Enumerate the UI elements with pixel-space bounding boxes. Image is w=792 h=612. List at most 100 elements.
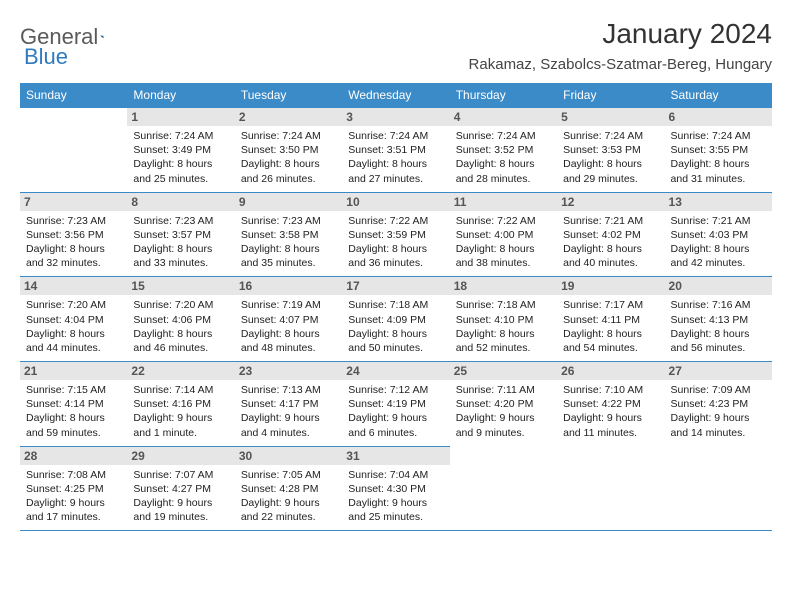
daylight-text: Daylight: 8 hours and 31 minutes. [671, 157, 766, 185]
weekday-header: Thursday [450, 83, 557, 108]
day-number: 14 [20, 277, 127, 295]
day-info: Sunrise: 7:24 AMSunset: 3:53 PMDaylight:… [563, 129, 658, 186]
weekday-header: Wednesday [342, 83, 449, 108]
calendar-day-cell: 31Sunrise: 7:04 AMSunset: 4:30 PMDayligh… [342, 446, 449, 531]
day-number: 16 [235, 277, 342, 295]
sunset-text: Sunset: 4:14 PM [26, 397, 121, 411]
day-info: Sunrise: 7:11 AMSunset: 4:20 PMDaylight:… [456, 383, 551, 440]
sunrise-text: Sunrise: 7:05 AM [241, 468, 336, 482]
calendar-day-cell: 20Sunrise: 7:16 AMSunset: 4:13 PMDayligh… [665, 277, 772, 362]
sunset-text: Sunset: 3:56 PM [26, 228, 121, 242]
day-info: Sunrise: 7:19 AMSunset: 4:07 PMDaylight:… [241, 298, 336, 355]
daylight-text: Daylight: 8 hours and 35 minutes. [241, 242, 336, 270]
sunrise-text: Sunrise: 7:21 AM [671, 214, 766, 228]
day-info: Sunrise: 7:12 AMSunset: 4:19 PMDaylight:… [348, 383, 443, 440]
sunrise-text: Sunrise: 7:20 AM [26, 298, 121, 312]
sunrise-text: Sunrise: 7:13 AM [241, 383, 336, 397]
day-number: 7 [20, 193, 127, 211]
day-number: 27 [665, 362, 772, 380]
calendar-day-cell: 19Sunrise: 7:17 AMSunset: 4:11 PMDayligh… [557, 277, 664, 362]
day-number: 8 [127, 193, 234, 211]
sunrise-text: Sunrise: 7:24 AM [348, 129, 443, 143]
daylight-text: Daylight: 8 hours and 28 minutes. [456, 157, 551, 185]
sunrise-text: Sunrise: 7:24 AM [456, 129, 551, 143]
sunrise-text: Sunrise: 7:24 AM [671, 129, 766, 143]
sunrise-text: Sunrise: 7:11 AM [456, 383, 551, 397]
sunrise-text: Sunrise: 7:23 AM [26, 214, 121, 228]
day-info: Sunrise: 7:09 AMSunset: 4:23 PMDaylight:… [671, 383, 766, 440]
day-info: Sunrise: 7:08 AMSunset: 4:25 PMDaylight:… [26, 468, 121, 525]
sunset-text: Sunset: 4:13 PM [671, 313, 766, 327]
sunset-text: Sunset: 4:25 PM [26, 482, 121, 496]
sunset-text: Sunset: 4:23 PM [671, 397, 766, 411]
weekday-header: Friday [557, 83, 664, 108]
sunrise-text: Sunrise: 7:18 AM [348, 298, 443, 312]
day-number: 10 [342, 193, 449, 211]
calendar-day-cell: 16 Sunrise: 7:19 AMSunset: 4:07 PMDayligh… [235, 277, 342, 362]
sunset-text: Sunset: 3:57 PM [133, 228, 228, 242]
day-info: Sunrise: 7:21 AMSunset: 4:02 PMDaylight:… [563, 214, 658, 271]
daylight-text: Daylight: 8 hours and 50 minutes. [348, 327, 443, 355]
sunset-text: Sunset: 3:58 PM [241, 228, 336, 242]
daylight-text: Daylight: 8 hours and 25 minutes. [133, 157, 228, 185]
calendar-day-cell: 28Sunrise: 7:08 AMSunset: 4:25 PMDayligh… [20, 446, 127, 531]
daylight-text: Daylight: 9 hours and 22 minutes. [241, 496, 336, 524]
sunrise-text: Sunrise: 7:21 AM [563, 214, 658, 228]
daylight-text: Daylight: 8 hours and 38 minutes. [456, 242, 551, 270]
day-info: Sunrise: 7:13 AMSunset: 4:17 PMDaylight:… [241, 383, 336, 440]
day-info: Sunrise: 7:24 AMSunset: 3:49 PMDaylight:… [133, 129, 228, 186]
sunset-text: Sunset: 3:59 PM [348, 228, 443, 242]
daylight-text: Daylight: 9 hours and 6 minutes. [348, 411, 443, 439]
day-number: 25 [450, 362, 557, 380]
day-number: 31 [342, 447, 449, 465]
day-number: 24 [342, 362, 449, 380]
calendar-day-cell: 23Sunrise: 7:13 AMSunset: 4:17 PMDayligh… [235, 362, 342, 447]
day-info: Sunrise: 7:24 AMSunset: 3:52 PMDaylight:… [456, 129, 551, 186]
sunset-text: Sunset: 4:20 PM [456, 397, 551, 411]
sunset-text: Sunset: 3:50 PM [241, 143, 336, 157]
daylight-text: Daylight: 9 hours and 14 minutes. [671, 411, 766, 439]
sunrise-text: Sunrise: 7:15 AM [26, 383, 121, 397]
calendar-day-cell: 14Sunrise: 7:20 AMSunset: 4:04 PMDayligh… [20, 277, 127, 362]
calendar-head: SundayMondayTuesdayWednesdayThursdayFrid… [20, 83, 772, 108]
day-number: 29 [127, 447, 234, 465]
sunset-text: Sunset: 3:52 PM [456, 143, 551, 157]
day-info: Sunrise: 7:24 AMSunset: 3:50 PMDaylight:… [241, 129, 336, 186]
calendar-day-cell: 17Sunrise: 7:18 AMSunset: 4:09 PMDayligh… [342, 277, 449, 362]
day-info: Sunrise: 7:23 AMSunset: 3:58 PMDaylight:… [241, 214, 336, 271]
calendar-day-cell: 1Sunrise: 7:24 AMSunset: 3:49 PMDaylight… [127, 108, 234, 193]
day-info: Sunrise: 7:16 AMSunset: 4:13 PMDaylight:… [671, 298, 766, 355]
daylight-text: Daylight: 8 hours and 36 minutes. [348, 242, 443, 270]
sunset-text: Sunset: 4:00 PM [456, 228, 551, 242]
calendar-day-cell: 18Sunrise: 7:18 AMSunset: 4:10 PMDayligh… [450, 277, 557, 362]
day-info: Sunrise: 7:23 AMSunset: 3:56 PMDaylight:… [26, 214, 121, 271]
daylight-text: Daylight: 8 hours and 48 minutes. [241, 327, 336, 355]
day-info: Sunrise: 7:24 AMSunset: 3:55 PMDaylight:… [671, 129, 766, 186]
sunset-text: Sunset: 4:11 PM [563, 313, 658, 327]
calendar-day-cell: 26Sunrise: 7:10 AMSunset: 4:22 PMDayligh… [557, 362, 664, 447]
calendar-day-cell: 3Sunrise: 7:24 AMSunset: 3:51 PMDaylight… [342, 108, 449, 193]
daylight-text: Daylight: 9 hours and 17 minutes. [26, 496, 121, 524]
day-info: Sunrise: 7:07 AMSunset: 4:27 PMDaylight:… [133, 468, 228, 525]
sunset-text: Sunset: 3:49 PM [133, 143, 228, 157]
day-number: 17 [342, 277, 449, 295]
day-number: 22 [127, 362, 234, 380]
day-info: Sunrise: 7:14 AMSunset: 4:16 PMDaylight:… [133, 383, 228, 440]
sunset-text: Sunset: 4:30 PM [348, 482, 443, 496]
weekday-header: Sunday [20, 83, 127, 108]
calendar-day-cell: 8Sunrise: 7:23 AMSunset: 3:57 PMDaylight… [127, 192, 234, 277]
daylight-text: Daylight: 8 hours and 40 minutes. [563, 242, 658, 270]
calendar-day-cell: 25 Sunrise: 7:11 AMSunset: 4:20 PMDayligh… [450, 362, 557, 447]
sunrise-text: Sunrise: 7:23 AM [133, 214, 228, 228]
daylight-text: Daylight: 9 hours and 4 minutes. [241, 411, 336, 439]
daylight-text: Daylight: 9 hours and 19 minutes. [133, 496, 228, 524]
calendar-day-cell: 11Sunrise: 7:22 AMSunset: 4:00 PMDayligh… [450, 192, 557, 277]
sunset-text: Sunset: 4:27 PM [133, 482, 228, 496]
daylight-text: Daylight: 8 hours and 44 minutes. [26, 327, 121, 355]
sunset-text: Sunset: 4:10 PM [456, 313, 551, 327]
calendar-day-cell: 15Sunrise: 7:20 AMSunset: 4:06 PMDayligh… [127, 277, 234, 362]
logo-blue-text-wrap: Blue [24, 44, 68, 70]
sunrise-text: Sunrise: 7:24 AM [563, 129, 658, 143]
daylight-text: Daylight: 8 hours and 59 minutes. [26, 411, 121, 439]
sunrise-text: Sunrise: 7:24 AM [133, 129, 228, 143]
